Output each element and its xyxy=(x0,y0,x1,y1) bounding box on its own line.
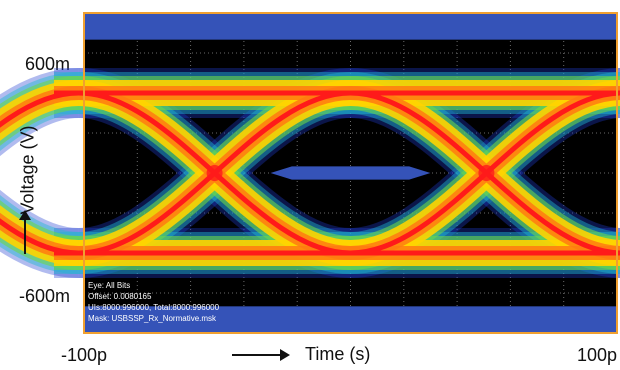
crossing-point xyxy=(478,165,495,181)
right-arrow-icon xyxy=(232,349,290,361)
y-tick-label: -600m xyxy=(19,286,70,306)
x-tick-label: -100p xyxy=(61,345,107,365)
y-axis-label-text: Voltage (V) xyxy=(17,125,38,215)
eye-trace xyxy=(0,90,79,128)
x-axis-label: Time (s) xyxy=(305,344,371,364)
y-tick-label: 600m xyxy=(25,54,70,74)
y-axis-label: Voltage (V) xyxy=(14,70,42,270)
info-line: Eye: All Bits xyxy=(88,281,130,290)
info-line: Mask: USBSSP_Rx_Normative.msk xyxy=(88,314,217,323)
mask-center xyxy=(270,166,431,180)
x-tick-label: 100p xyxy=(577,345,617,365)
info-line: Offset: 0.0080165 xyxy=(88,292,152,301)
crossing-point xyxy=(206,165,223,181)
up-arrow-icon xyxy=(19,210,31,254)
mask-top xyxy=(84,13,617,40)
mask-bottom xyxy=(84,306,617,333)
info-line: UIs:8000:996000, Total:8000:996000 xyxy=(88,303,220,312)
plot-border xyxy=(83,12,618,334)
eye-trace xyxy=(0,218,79,256)
